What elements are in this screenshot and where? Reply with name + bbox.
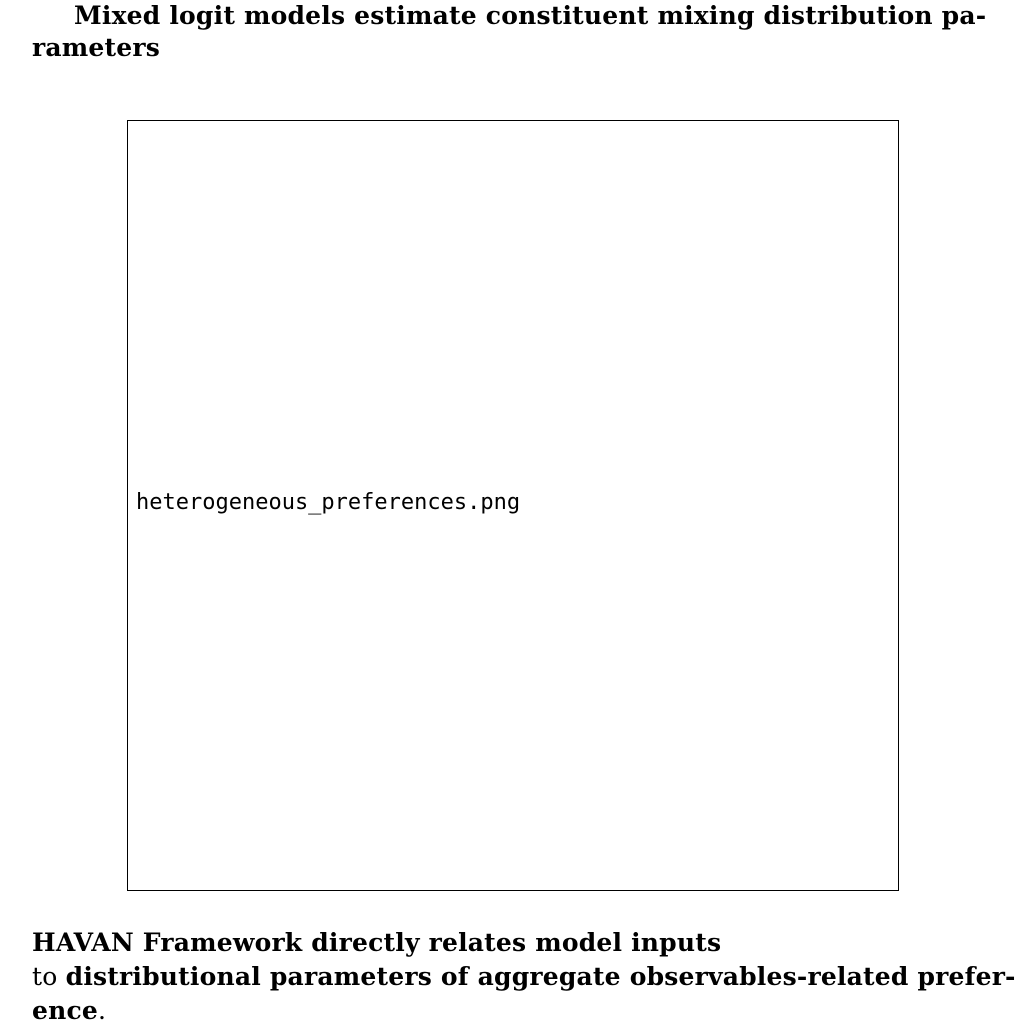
figure-caption: HAVAN Framework directly relates model i… <box>32 926 1015 1028</box>
caption-line-3: ence. <box>32 994 994 1028</box>
caption-line-2: to distributional parameters of aggregat… <box>32 960 1015 994</box>
caption-bold-text-2: distributional parameters of aggregate o… <box>65 962 1016 991</box>
section-heading: Mixed logit models estimate constituent … <box>32 0 994 64</box>
caption-line-1: HAVAN Framework directly relates model i… <box>32 926 994 960</box>
figure-placeholder: heterogeneous_preferences.png <box>127 120 899 891</box>
caption-bold-text-3: ence <box>32 996 99 1025</box>
caption-plain-text-1: to <box>32 962 58 991</box>
caption-bold-text-1: HAVAN Framework directly relates model i… <box>32 928 722 957</box>
caption-plain-text-2: . <box>98 996 107 1025</box>
figure-filename: heterogeneous_preferences.png <box>136 490 521 515</box>
heading-line-1: Mixed logit models estimate constituent … <box>74 1 987 30</box>
heading-line-2: rameters <box>32 33 161 62</box>
